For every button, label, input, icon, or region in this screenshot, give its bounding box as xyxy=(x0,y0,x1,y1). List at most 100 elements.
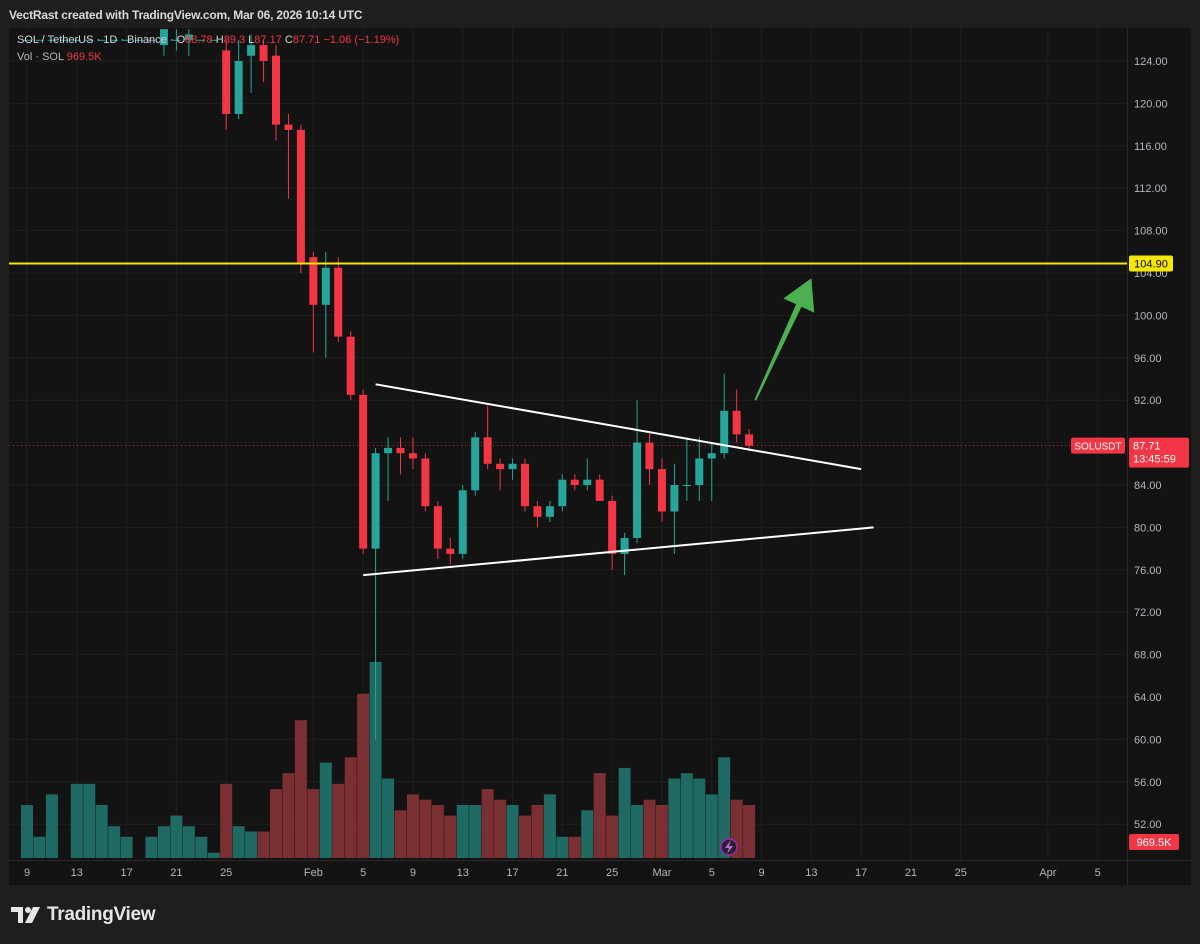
candle-body xyxy=(633,442,642,538)
candle-body xyxy=(284,124,293,130)
candle-body xyxy=(72,39,81,41)
volume-tag-label: 969.5K xyxy=(1137,837,1173,849)
time-tick-label: 5 xyxy=(360,867,366,879)
volume-bar xyxy=(170,815,183,858)
volume-bar xyxy=(668,778,681,858)
volume-bar xyxy=(120,836,133,858)
symbol-tag-label: SOLUSDT xyxy=(1074,442,1121,453)
time-tick-label: 9 xyxy=(24,867,30,879)
volume-bar xyxy=(593,773,606,858)
volume-bar xyxy=(444,815,457,858)
price-tick-label: 84.00 xyxy=(1134,480,1162,492)
time-tick-label: Mar xyxy=(652,867,671,879)
volume-bar xyxy=(33,836,46,858)
candle-body xyxy=(707,453,716,459)
high-label: H xyxy=(215,34,224,46)
open-label: O xyxy=(176,34,186,46)
time-tick-label: 9 xyxy=(758,867,764,879)
volume-bar xyxy=(718,757,731,858)
volume-bar xyxy=(319,762,332,858)
volume-bars xyxy=(21,661,756,858)
symbol-legend[interactable]: SOL / TetherUS · 1D · Binance · O88.78 H… xyxy=(17,34,399,46)
candle-body xyxy=(545,506,554,517)
candle-body xyxy=(234,61,243,114)
attribution-text: VectRast created with TradingView.com, M… xyxy=(9,8,363,22)
volume-bar xyxy=(182,826,195,858)
price-tick-label: 120.00 xyxy=(1134,98,1168,110)
volume-legend[interactable]: Vol · SOL 969.5K xyxy=(17,51,102,63)
lightning-icon xyxy=(720,838,738,856)
candle-body xyxy=(682,485,691,486)
volume-bar xyxy=(431,805,444,858)
volume-bar xyxy=(344,757,357,858)
time-tick-label: 21 xyxy=(556,867,568,879)
price-tick-label: 68.00 xyxy=(1134,650,1162,662)
volume-bar xyxy=(543,794,556,858)
time-tick-label: 17 xyxy=(855,867,867,879)
time-tick-label: 21 xyxy=(170,867,182,879)
volume-bar xyxy=(195,836,208,858)
candle-body xyxy=(645,442,654,470)
chart-canvas[interactable]: 124.00120.00116.00112.00108.00104.00100.… xyxy=(9,28,1191,885)
volume-bar xyxy=(257,831,270,858)
candle-body xyxy=(47,39,56,41)
volume-bar xyxy=(680,773,693,858)
candle-body xyxy=(558,479,567,507)
tradingview-logo[interactable]: TradingView xyxy=(11,904,156,926)
grid-lines xyxy=(9,28,1127,860)
volume-bar xyxy=(556,836,569,858)
candle-body xyxy=(159,29,168,46)
last-price-tag-bg xyxy=(1129,437,1189,468)
volume-title[interactable]: Vol · SOL xyxy=(17,51,64,63)
chart-frame[interactable]: 124.00 120.00 116.00 112.00 108.00 104.00 100.… xyxy=(9,28,1191,885)
candle-body xyxy=(695,458,704,485)
volume-bar xyxy=(519,815,531,858)
volume-bar xyxy=(245,831,258,858)
tradingview-logo-text: TradingView xyxy=(47,904,156,925)
candle-body xyxy=(595,479,604,501)
volume-bar xyxy=(70,783,83,858)
volume-bar xyxy=(282,773,295,858)
candle-body xyxy=(583,479,592,485)
close-value: 87.71 xyxy=(292,34,321,46)
candle-body xyxy=(85,39,94,41)
volume-bar xyxy=(332,783,345,858)
candle-body xyxy=(446,548,455,554)
candle-body xyxy=(620,538,629,554)
volume-bar xyxy=(481,789,494,858)
volume-bar xyxy=(631,805,644,858)
time-tick-label: 25 xyxy=(955,867,967,879)
volume-bar xyxy=(270,789,282,858)
candle-body xyxy=(259,45,268,61)
time-tick-label: 17 xyxy=(506,867,518,879)
candle-body xyxy=(222,50,231,114)
candle-body xyxy=(458,490,467,554)
price-tick-label: 92.00 xyxy=(1134,395,1162,407)
price-tick-label: 96.00 xyxy=(1134,353,1162,365)
candle-body xyxy=(745,434,754,446)
candle-body xyxy=(533,506,542,517)
volume-bar xyxy=(531,805,544,858)
time-tick-label: Feb xyxy=(304,867,323,879)
low-value: 87.17 xyxy=(254,34,282,46)
price-tick-label: 60.00 xyxy=(1134,734,1162,746)
breakout-arrow-icon xyxy=(754,278,815,401)
candle-body xyxy=(371,453,380,549)
candle-body xyxy=(732,410,741,435)
candle-body xyxy=(35,39,44,41)
time-tick-label: 17 xyxy=(120,867,132,879)
price-countdown: 13:45:59 xyxy=(1133,454,1176,466)
candle-body xyxy=(471,437,480,491)
resistance-tag-bg xyxy=(1129,255,1173,272)
candle-body xyxy=(421,458,430,507)
price-tick-label: 52.00 xyxy=(1134,819,1162,831)
symbol-title[interactable]: SOL / TetherUS · 1D · Binance · xyxy=(17,34,174,46)
volume-bar xyxy=(618,767,631,858)
lightning-bolt xyxy=(725,840,733,854)
time-axis: 9 13 17 21 25 Feb 5 9 13 17 21 25 Mar 5 9 13 17 21 25 Apr 5 xyxy=(24,867,1101,879)
candle-body xyxy=(209,39,218,41)
candle-body xyxy=(296,129,305,263)
attribution-bar: VectRast created with TradingView.com, M… xyxy=(0,0,1200,28)
candle-body xyxy=(496,463,505,470)
